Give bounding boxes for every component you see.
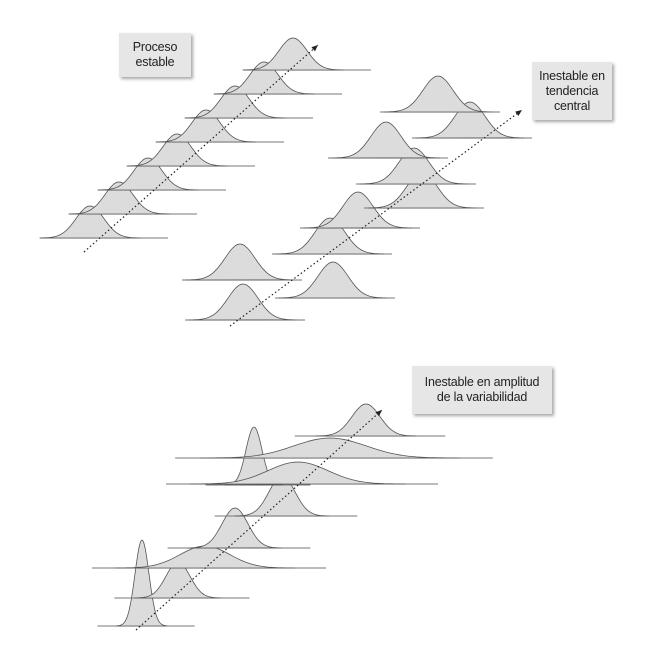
central-curve-9 bbox=[415, 101, 525, 139]
central-curve-10 bbox=[383, 75, 493, 113]
variability-curve-7 bbox=[189, 461, 407, 485]
label-stable-line2: estable bbox=[135, 55, 175, 69]
central-curve-8 bbox=[331, 121, 441, 159]
variability-panel bbox=[92, 403, 493, 631]
variability-curve-9 bbox=[315, 403, 417, 437]
stable-curve-1 bbox=[39, 205, 141, 239]
stable-trend-arrow-head bbox=[311, 45, 318, 52]
central-curve-3 bbox=[278, 261, 388, 299]
label-central-line2: tendencia bbox=[545, 83, 599, 98]
label-central-line1: Inestable en bbox=[539, 68, 605, 83]
stable-curve-5 bbox=[155, 109, 257, 143]
central-trend-arrow bbox=[229, 109, 523, 327]
label-central-tendency: Inestable en tendencia central bbox=[532, 62, 612, 120]
label-central-line3: central bbox=[553, 98, 591, 113]
central-curve-2 bbox=[185, 243, 295, 281]
stable-curve-2 bbox=[68, 181, 170, 215]
variability-curve-4 bbox=[187, 507, 282, 549]
central-trend-arrow-head bbox=[515, 110, 522, 116]
variability-curve-1 bbox=[116, 539, 168, 627]
central-curve-5 bbox=[303, 191, 413, 229]
stable-curve-7 bbox=[213, 61, 315, 95]
label-stable-line1: Proceso bbox=[132, 40, 178, 54]
label-stable-process: Proceso estable bbox=[119, 33, 191, 77]
label-variability-line2: de la variabilidad bbox=[436, 390, 528, 404]
central-curve-7 bbox=[359, 147, 469, 185]
stable-trend-arrow bbox=[83, 44, 319, 253]
stable-curve-3 bbox=[97, 157, 199, 191]
stable-process-panel bbox=[39, 37, 371, 253]
variability-trend-arrow bbox=[135, 409, 383, 631]
variability-trend-arrow-head bbox=[375, 410, 382, 417]
stable-curve-6 bbox=[184, 85, 286, 119]
stable-curve-8 bbox=[242, 37, 344, 71]
central-curve-1 bbox=[188, 283, 298, 321]
label-variability: Inestable en amplitud de la variabilidad bbox=[412, 366, 552, 414]
central-tendency-panel bbox=[182, 75, 532, 327]
label-variability-line1: Inestable en amplitud bbox=[424, 375, 540, 389]
central-curve-4 bbox=[275, 217, 385, 255]
variability-curve-8 bbox=[200, 437, 460, 459]
stable-curve-4 bbox=[126, 133, 228, 167]
